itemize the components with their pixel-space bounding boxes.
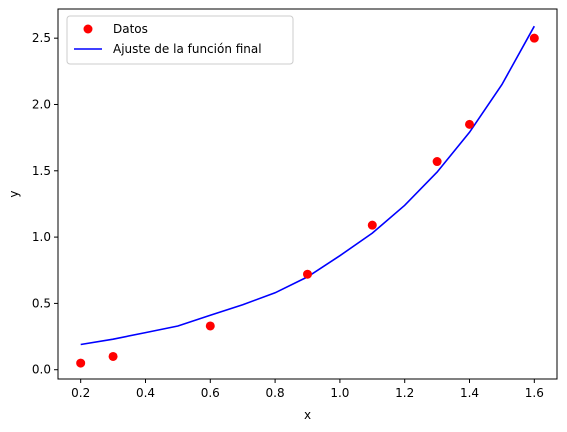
legend-label: Datos	[113, 22, 148, 36]
x-tick-label: 0.4	[136, 386, 155, 400]
x-tick-label: 0.6	[201, 386, 220, 400]
y-tick-label: 1.0	[32, 230, 51, 244]
y-tick-label: 2.0	[32, 97, 51, 111]
fit-line	[80, 25, 535, 346]
x-axis-label: x	[304, 408, 311, 422]
y-tick-label: 2.5	[32, 31, 51, 45]
data-point	[303, 269, 312, 279]
legend: Datos Ajuste de la función final	[66, 15, 294, 65]
legend-box	[66, 15, 294, 65]
legend-label: Ajuste de la función final	[113, 42, 262, 56]
axes-frame	[57, 8, 558, 380]
x-tick-label: 1.0	[330, 386, 349, 400]
legend-marker	[83, 24, 93, 34]
data-point	[529, 33, 539, 43]
x-tick-label: 1.2	[395, 386, 414, 400]
y-tick-label: 0.5	[32, 296, 51, 310]
y-tick-label: 1.5	[32, 164, 51, 178]
data-point	[367, 220, 377, 230]
y-tick-label: 0.0	[32, 363, 51, 377]
data-point	[205, 321, 215, 331]
y-axis-label: y	[7, 190, 21, 197]
data-point	[465, 119, 475, 129]
plot-area	[76, 25, 539, 368]
x-tick-label: 0.8	[266, 386, 285, 400]
axes: 0.2 0.4 0.6 0.8 1.0 1.2 1.4 1.6 0.0 0.5 1.0 1.5 2.0 2…	[32, 8, 558, 400]
x-tick-label: 1.6	[525, 386, 544, 400]
data-point	[432, 157, 442, 167]
data-point	[76, 358, 86, 368]
x-tick-label: 0.2	[71, 386, 90, 400]
x-tick-label: 1.4	[460, 386, 479, 400]
data-point	[108, 351, 118, 361]
